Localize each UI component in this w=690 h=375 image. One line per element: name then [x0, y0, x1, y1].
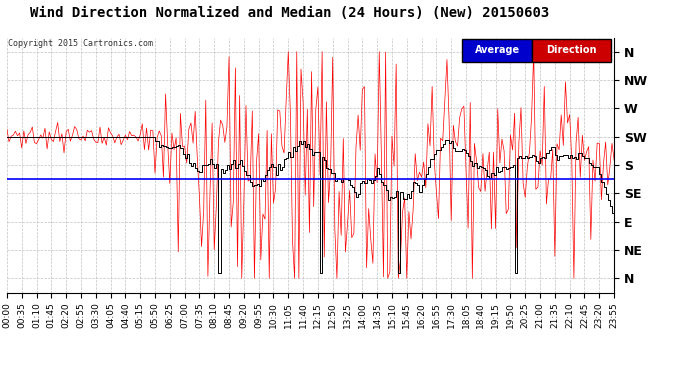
FancyBboxPatch shape — [462, 39, 532, 62]
Text: Direction: Direction — [546, 45, 597, 55]
FancyBboxPatch shape — [532, 39, 611, 62]
Text: Wind Direction Normalized and Median (24 Hours) (New) 20150603: Wind Direction Normalized and Median (24… — [30, 6, 549, 20]
Text: Copyright 2015 Cartronics.com: Copyright 2015 Cartronics.com — [8, 39, 152, 48]
Text: Average: Average — [475, 45, 520, 55]
